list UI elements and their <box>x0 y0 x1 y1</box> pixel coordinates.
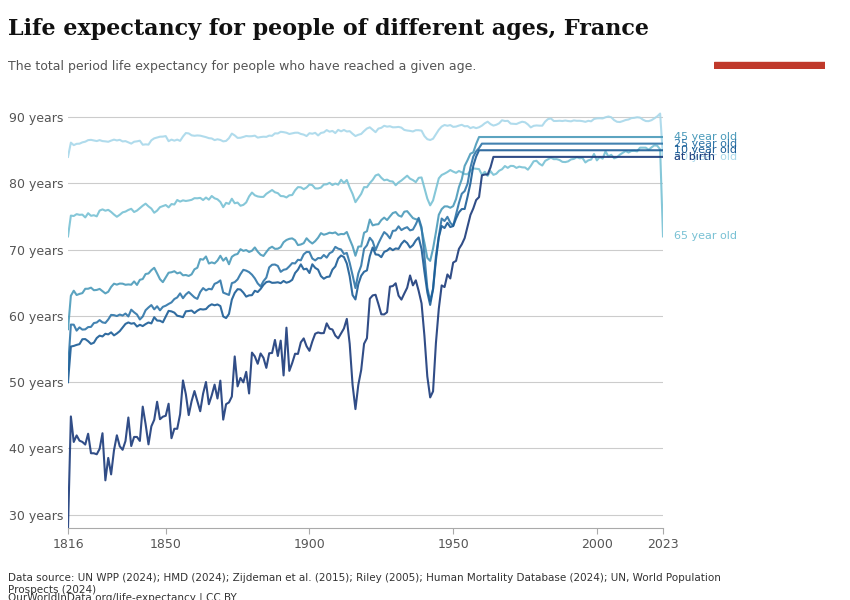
Text: Our World
in Data: Our World in Data <box>738 19 801 41</box>
Text: Life expectancy for people of different ages, France: Life expectancy for people of different … <box>8 18 649 40</box>
Text: The total period life expectancy for people who have reached a given age.: The total period life expectancy for peo… <box>8 60 477 73</box>
Bar <box>714 62 824 69</box>
Text: 65 year old: 65 year old <box>675 232 738 241</box>
Text: 80 year old: 80 year old <box>675 152 738 162</box>
Text: at birth: at birth <box>675 152 716 162</box>
Text: 45 year old: 45 year old <box>675 132 738 142</box>
Text: Data source: UN WPP (2024); HMD (2024); Zijdeman et al. (2015); Riley (2005); Hu: Data source: UN WPP (2024); HMD (2024); … <box>8 573 722 595</box>
Text: OurWorldInData.org/life-expectancy | CC BY: OurWorldInData.org/life-expectancy | CC … <box>8 593 237 600</box>
Text: 10 year old: 10 year old <box>675 145 738 155</box>
Text: 25 year old: 25 year old <box>675 139 738 149</box>
